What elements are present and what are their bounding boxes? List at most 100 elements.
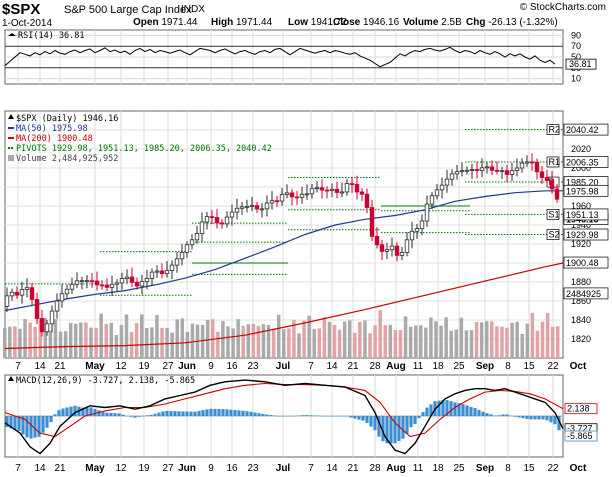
macd-histogram-bar [33, 416, 37, 438]
price-value-label-box [563, 208, 609, 221]
macd-histogram-bar [149, 414, 153, 416]
candle-body [134, 281, 140, 287]
candle-body [264, 202, 270, 210]
ma200-legend: MA(200) 1900.48 [16, 134, 93, 144]
candle-body [199, 221, 205, 234]
ma50-legend: MA(50) 1975.98 [16, 124, 88, 134]
volume-bar [124, 314, 129, 358]
exchange-label: INDX [181, 4, 205, 15]
volume-bar [175, 319, 179, 358]
macd-histogram-bar [437, 400, 441, 416]
macd-histogram-bar [145, 415, 149, 416]
macd-histogram-bar [301, 415, 305, 416]
macd-histogram-bar [397, 416, 401, 442]
quote-label: Chg [466, 17, 486, 28]
macd-histogram-bar [245, 411, 249, 416]
quote-value: 1971.44 [158, 17, 198, 28]
x-tick-label: 21 [347, 361, 359, 372]
macd-histogram-bar [169, 411, 173, 416]
candle-body [484, 166, 490, 169]
macd-histogram-bar [461, 404, 465, 416]
candle-body [344, 183, 350, 193]
macd-histogram-bar [545, 416, 549, 421]
pivot-label-box [546, 209, 560, 220]
volume-bar [28, 322, 32, 358]
candle-body [524, 161, 530, 164]
macd-histogram-bar [65, 407, 69, 416]
candle-body [554, 188, 560, 200]
macd-histogram-bar [309, 415, 313, 416]
macd-current-label: -3.727 [567, 424, 593, 434]
candle-body [499, 170, 505, 173]
volume-bar [454, 329, 459, 358]
candle-body [519, 162, 525, 169]
candle-body [139, 281, 145, 287]
macd-histogram-bar [533, 416, 537, 420]
macd-histogram-bar [333, 416, 337, 417]
price-panel-frame [4, 110, 564, 359]
volume-bar [388, 324, 393, 358]
macd-histogram-bar [481, 411, 485, 416]
candle-body [514, 167, 520, 172]
candle-body [114, 282, 120, 285]
candle-body [4, 295, 10, 307]
volume-bar [271, 328, 276, 358]
price-value-label-box [563, 228, 609, 241]
volume-bar [510, 322, 514, 358]
x-tick-label: 7 [308, 463, 314, 474]
macd-histogram-bar [213, 408, 217, 416]
macd-histogram-bar [97, 410, 101, 416]
macd-histogram-bar [321, 415, 325, 417]
candle-body [434, 189, 440, 197]
x-tick-label: 18 [432, 361, 444, 372]
volume-bar [525, 323, 530, 358]
macd-histogram-bar [249, 411, 253, 416]
macd-histogram-bar [453, 402, 457, 416]
macd-histogram-bar [497, 415, 501, 416]
chart-subtitle: S&P 500 Large Cap Index [64, 4, 192, 16]
candle-body [334, 188, 340, 193]
macd-histogram-bar [157, 412, 161, 416]
volume-bar [18, 328, 22, 358]
macd-histogram-bar [425, 407, 429, 416]
macd-histogram-bar [197, 410, 201, 416]
macd-histogram-bar [201, 410, 205, 416]
volume-bar [474, 321, 479, 358]
volume-bar [74, 323, 78, 358]
macd-histogram-bar [93, 408, 97, 416]
x-tick-label: 15 [523, 361, 535, 372]
volume-bar [408, 326, 413, 358]
price-tick-label: 1840 [571, 315, 591, 325]
volume-bar [33, 327, 37, 358]
candle-body [319, 187, 325, 191]
macd-histogram-bar [457, 403, 461, 416]
macd-histogram-bar [501, 414, 505, 416]
rsi-tick-label: 70 [571, 41, 581, 51]
macd-histogram-bar [417, 416, 421, 419]
volume-bar [150, 327, 154, 358]
macd-histogram-bar [489, 414, 493, 416]
macd-histogram-bar [265, 414, 269, 416]
candle-body [354, 183, 360, 193]
candle-body [379, 244, 385, 252]
macd-histogram-bar [337, 416, 341, 417]
price-tick-label: 1860 [571, 296, 591, 306]
macd-histogram-bar [233, 410, 237, 416]
macd-histogram-bar [253, 412, 257, 416]
macd-histogram-bar [25, 416, 29, 438]
x-tick-label: 21 [347, 463, 359, 474]
candle-body [89, 280, 95, 283]
macd-histogram-bar [217, 408, 221, 416]
macd-histogram-bar [61, 408, 65, 416]
candle-body [184, 244, 190, 253]
macd-histogram-bar [509, 415, 513, 417]
candle-body [544, 177, 550, 181]
volume-bar [398, 330, 403, 358]
volume-bar [94, 327, 98, 358]
volume-bar [79, 322, 83, 358]
volume-bar [444, 317, 448, 358]
x-tick-label: Jul [276, 361, 291, 372]
volume-bar [520, 333, 524, 358]
x-tick-label: 18 [432, 463, 444, 474]
macd-histogram-bar [465, 405, 469, 416]
